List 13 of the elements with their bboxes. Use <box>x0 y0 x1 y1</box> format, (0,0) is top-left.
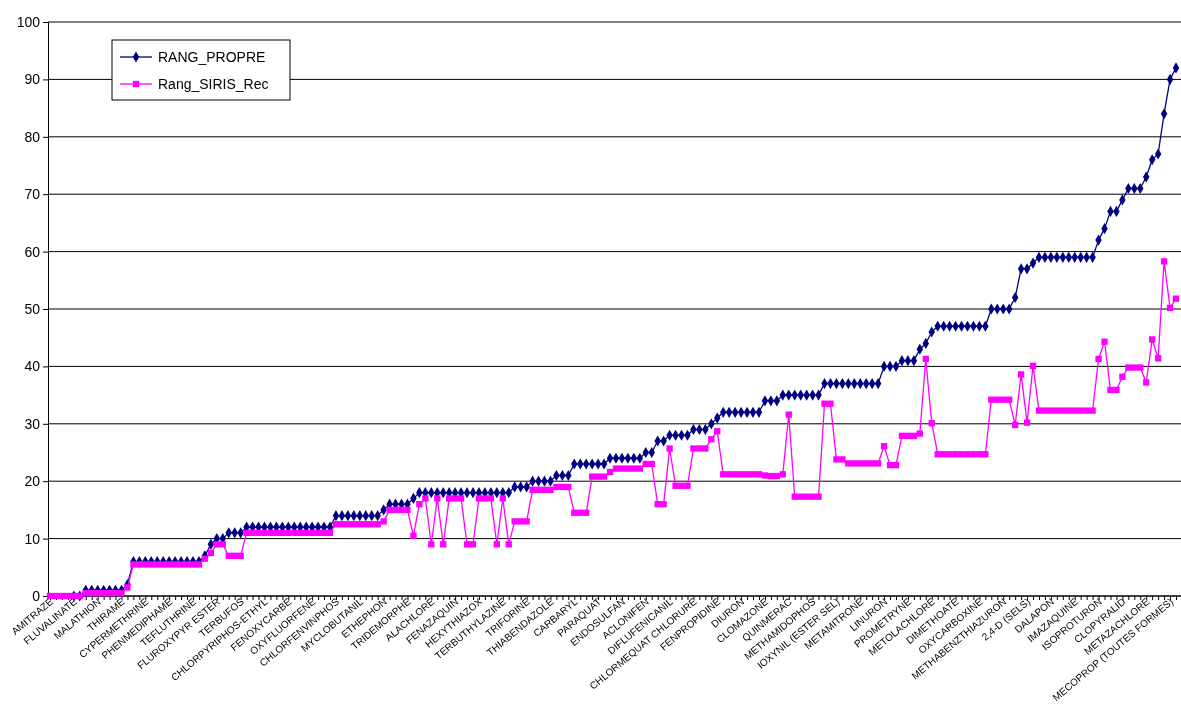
y-tick-label: 10 <box>24 530 41 547</box>
legend-label: Rang_SIRIS_Rec <box>158 75 269 92</box>
y-tick-label: 30 <box>24 415 41 432</box>
y-tick-label: 70 <box>24 186 41 203</box>
y-tick-label: 100 <box>16 13 41 30</box>
y-tick-label: 80 <box>24 128 41 145</box>
legend-label: RANG_PROPRE <box>158 48 266 65</box>
y-tick-label: 90 <box>24 71 41 88</box>
y-tick-label: 40 <box>24 358 41 375</box>
y-tick-label: 60 <box>24 243 41 260</box>
y-tick-label: 50 <box>24 300 41 317</box>
y-tick-label: 0 <box>32 587 41 604</box>
y-tick-label: 20 <box>24 473 41 490</box>
